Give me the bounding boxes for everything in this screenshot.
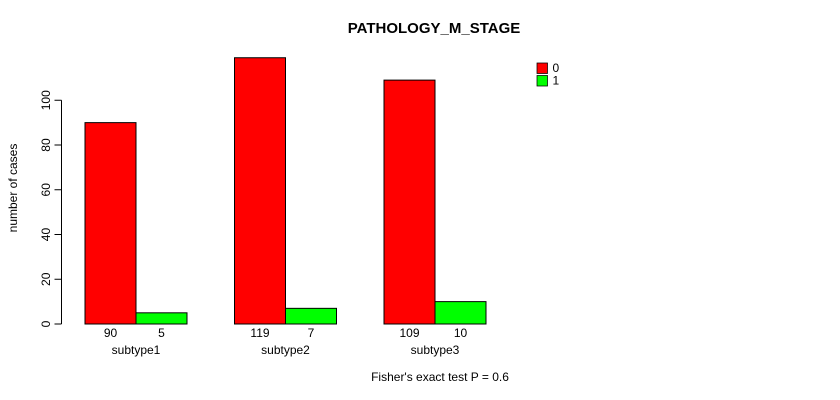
y-tick-label: 80 bbox=[39, 138, 53, 152]
x-category-label: subtype3 bbox=[411, 343, 460, 357]
y-tick-label: 100 bbox=[39, 90, 53, 110]
legend-label: 0 bbox=[553, 61, 560, 75]
x-category-label: subtype2 bbox=[261, 343, 310, 357]
bar-0-subtype2 bbox=[234, 57, 286, 325]
y-tick-label: 0 bbox=[39, 320, 53, 327]
bar-1-subtype2 bbox=[285, 307, 337, 325]
bar-value-label: 10 bbox=[454, 326, 468, 340]
bar-value-label: 7 bbox=[308, 326, 315, 340]
y-axis-ticks: 0 20 40 60 80 100 bbox=[39, 90, 62, 327]
y-tick-label: 40 bbox=[39, 228, 53, 242]
legend-swatch-0 bbox=[536, 62, 548, 74]
x-category-label: subtype1 bbox=[112, 343, 161, 357]
bar-value-label: 5 bbox=[158, 326, 165, 340]
bar-value-labels: 90 5 119 7 109 10 bbox=[104, 326, 468, 340]
bar-1-subtype3 bbox=[434, 301, 487, 325]
y-tick-label: 20 bbox=[39, 272, 53, 286]
x-category-labels: subtype1 subtype2 subtype3 bbox=[112, 343, 460, 357]
bar-0-subtype1 bbox=[84, 122, 137, 325]
chart-title: PATHOLOGY_M_STAGE bbox=[348, 20, 521, 37]
y-tick-label: 60 bbox=[39, 183, 53, 197]
y-axis-label: number of cases bbox=[6, 144, 20, 233]
bar-0-subtype3 bbox=[383, 79, 436, 325]
legend-label: 1 bbox=[553, 74, 560, 88]
legend-swatch-1 bbox=[536, 75, 548, 87]
bars bbox=[84, 57, 487, 325]
bar-value-label: 90 bbox=[104, 326, 118, 340]
bar-value-label: 119 bbox=[250, 326, 269, 340]
legend: 01 bbox=[536, 61, 560, 88]
bar-1-subtype1 bbox=[135, 312, 188, 325]
fisher-test-note: Fisher's exact test P = 0.6 bbox=[371, 370, 509, 384]
bar-value-label: 109 bbox=[399, 326, 419, 340]
